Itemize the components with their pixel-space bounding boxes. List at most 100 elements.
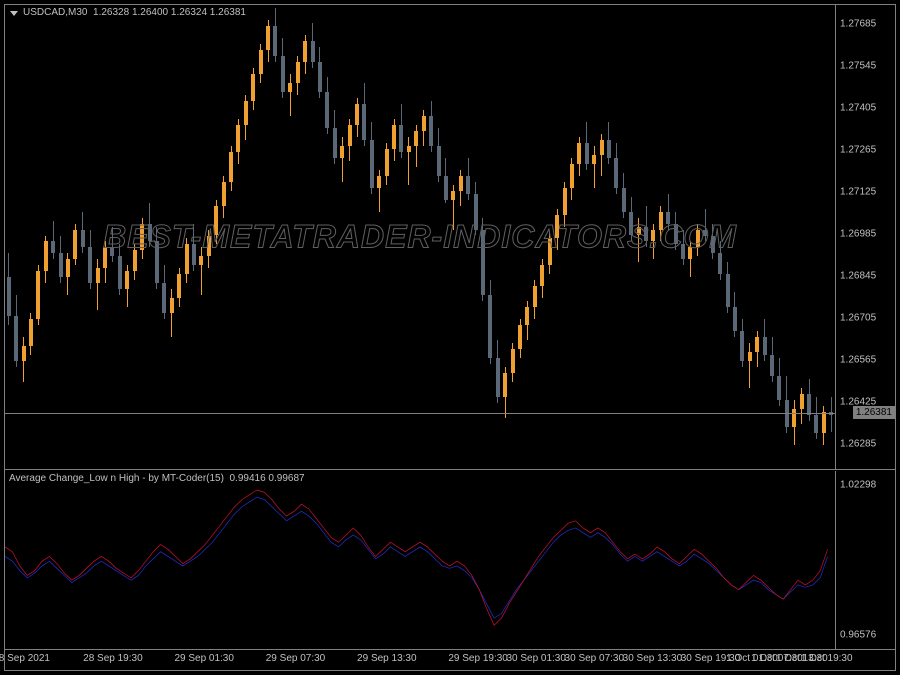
candle-wick bbox=[342, 137, 343, 182]
time-tick: 29 Sep 19:30 bbox=[448, 653, 508, 664]
time-tick: 30 Sep 13:30 bbox=[623, 653, 683, 664]
candle-body bbox=[414, 131, 418, 146]
candle-body bbox=[177, 274, 181, 298]
candle-body bbox=[251, 74, 255, 101]
price-tick: 1.27125 bbox=[836, 187, 876, 198]
candle-body bbox=[585, 143, 589, 164]
candle-body bbox=[540, 265, 544, 286]
candle-wick bbox=[97, 259, 98, 310]
candle-body bbox=[755, 337, 759, 352]
candle-body bbox=[429, 116, 433, 146]
candle-body bbox=[496, 358, 500, 397]
current-price-badge: 1.26381 bbox=[853, 406, 895, 419]
candle-wick bbox=[171, 289, 172, 337]
candle-body bbox=[303, 41, 307, 62]
candle-body bbox=[377, 176, 381, 188]
candle-body bbox=[592, 155, 596, 164]
candle-body bbox=[733, 307, 737, 331]
candle-body bbox=[518, 325, 522, 349]
candle-body bbox=[525, 307, 529, 325]
candle-body bbox=[792, 409, 796, 427]
candle-body bbox=[488, 295, 492, 358]
candle-body bbox=[614, 158, 618, 188]
candle-body bbox=[740, 331, 744, 361]
time-tick: 30 Sep 01:30 bbox=[506, 653, 566, 664]
candle-body bbox=[563, 188, 567, 215]
candle-body bbox=[125, 271, 129, 289]
price-tick: 1.26985 bbox=[836, 229, 876, 240]
candle-wick bbox=[594, 146, 595, 188]
price-axis: 1.276851.275451.274051.272651.271251.269… bbox=[835, 5, 895, 470]
candle-wick bbox=[408, 137, 409, 185]
candle-body bbox=[311, 41, 315, 62]
candle-body bbox=[7, 277, 11, 316]
candle-body bbox=[607, 140, 611, 158]
time-tick: 30 Sep 07:30 bbox=[565, 653, 625, 664]
current-price-line bbox=[5, 413, 835, 414]
candle-body bbox=[763, 337, 767, 355]
indicator-line-1 bbox=[5, 490, 828, 625]
time-tick: 29 Sep 01:30 bbox=[174, 653, 234, 664]
candle-body bbox=[822, 412, 826, 433]
candle-body bbox=[44, 241, 48, 271]
candle-body bbox=[718, 253, 722, 274]
candle-body bbox=[96, 268, 100, 283]
candle-body bbox=[459, 176, 463, 191]
candle-body bbox=[199, 256, 203, 265]
candle-body bbox=[437, 146, 441, 176]
candle-body bbox=[748, 352, 752, 361]
candle-wick bbox=[749, 343, 750, 388]
candle-body bbox=[73, 230, 77, 260]
watermark-text: BEST-METATRADER-INDICATORS.COM bbox=[103, 219, 737, 256]
candle-body bbox=[362, 104, 366, 140]
candle-body bbox=[229, 152, 233, 182]
candle-body bbox=[273, 26, 277, 56]
candle-body bbox=[59, 253, 63, 277]
price-tick: 1.27685 bbox=[836, 19, 876, 30]
indicator-chart bbox=[5, 471, 835, 649]
candle-body bbox=[162, 283, 166, 313]
price-tick: 1.27405 bbox=[836, 103, 876, 114]
price-tick: 1.26565 bbox=[836, 354, 876, 365]
candle-body bbox=[222, 182, 226, 206]
candle-body bbox=[451, 191, 455, 200]
indicator-line-2 bbox=[5, 497, 828, 618]
candle-body bbox=[622, 188, 626, 212]
indicator-header: Average Change_Low n High - by MT-Coder(… bbox=[9, 473, 305, 484]
candle-body bbox=[600, 140, 604, 155]
candle-body bbox=[399, 125, 403, 152]
candle-body bbox=[325, 92, 329, 128]
time-tick: 28 Sep 19:30 bbox=[83, 653, 143, 664]
indicator-panel[interactable]: Average Change_Low n High - by MT-Coder(… bbox=[5, 471, 835, 650]
time-axis: 28 Sep 202128 Sep 19:3029 Sep 01:3029 Se… bbox=[5, 650, 835, 670]
candle-body bbox=[14, 316, 18, 361]
candle-body bbox=[385, 149, 389, 176]
candle-body bbox=[511, 349, 515, 373]
candle-body bbox=[392, 125, 396, 149]
candle-body bbox=[533, 286, 537, 307]
candle-body bbox=[29, 319, 33, 346]
candle-body bbox=[466, 176, 470, 194]
candle-body bbox=[355, 104, 359, 125]
candle-body bbox=[51, 241, 55, 253]
candle-body bbox=[726, 274, 730, 307]
candle-body bbox=[259, 50, 263, 74]
price-tick: 1.26285 bbox=[836, 438, 876, 449]
chart-header: USDCAD,M30 1.26328 1.26400 1.26324 1.263… bbox=[23, 7, 246, 18]
indicator-axis: 1.022980.96576 bbox=[835, 471, 895, 650]
candle-body bbox=[170, 298, 174, 313]
candle-body bbox=[370, 140, 374, 188]
candle-body bbox=[88, 247, 92, 283]
candle-body bbox=[777, 376, 781, 400]
candle-body bbox=[570, 164, 574, 188]
candle-body bbox=[444, 176, 448, 200]
candle-body bbox=[407, 146, 411, 152]
main-chart-panel[interactable]: USDCAD,M30 1.26328 1.26400 1.26324 1.263… bbox=[5, 5, 835, 470]
candle-body bbox=[422, 116, 426, 131]
candle-body bbox=[22, 346, 26, 361]
candle-body bbox=[814, 415, 818, 433]
symbol-timeframe: USDCAD,M30 bbox=[23, 7, 87, 18]
ohlc-values: 1.26328 1.26400 1.26324 1.26381 bbox=[93, 7, 246, 18]
chart-dropdown-icon[interactable] bbox=[9, 8, 19, 18]
price-tick: 1.26845 bbox=[836, 270, 876, 281]
